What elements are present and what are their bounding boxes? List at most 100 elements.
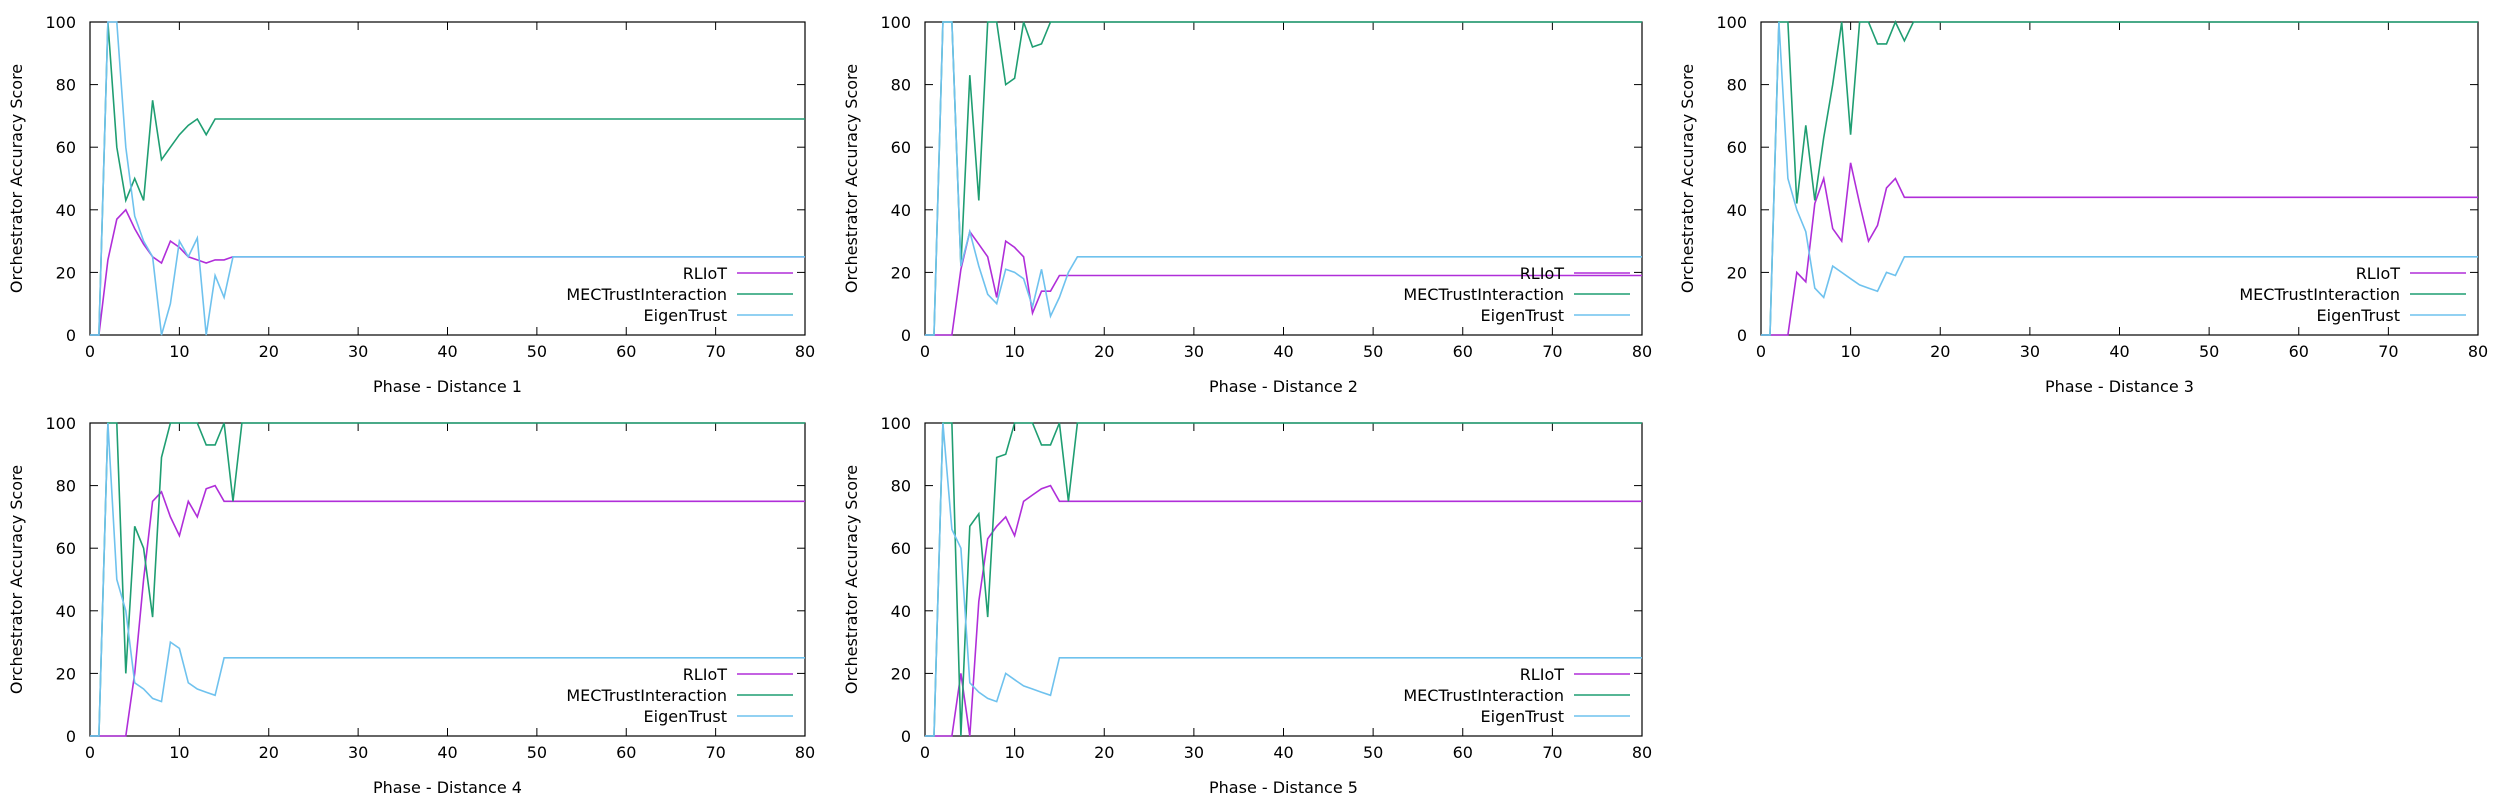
legend-label: MECTrustInteraction <box>1403 686 1564 705</box>
x-tick-label: 50 <box>1363 342 1383 361</box>
series-line-MECTrustInteraction <box>925 422 1642 737</box>
y-tick-label: 100 <box>45 13 76 32</box>
chart-panel-5: 0 10 20 30 40 50 60 70 80 0 20 40 60 80 100 Phase - Dis… <box>842 414 1652 797</box>
series-line-EigenTrust <box>90 422 805 737</box>
x-tick-label: 30 <box>2020 342 2040 361</box>
series-line-RLIoT <box>925 484 1642 737</box>
y-tick-label: 40 <box>891 602 911 621</box>
x-tick-label: 10 <box>169 342 189 361</box>
y-tick-label: 20 <box>1727 263 1747 282</box>
series-line-MECTrustInteraction <box>90 422 805 737</box>
legend-label: EigenTrust <box>644 306 727 325</box>
legend-label: MECTrustInteraction <box>2239 285 2400 304</box>
legend-label: MECTrustInteraction <box>566 686 727 705</box>
y-axis-title: Orchestrator Accuracy Score <box>842 465 861 694</box>
x-tick-label: 0 <box>1756 342 1766 361</box>
x-tick-label: 10 <box>1840 342 1860 361</box>
chart-panel-1: 0 10 20 30 40 50 60 70 80 0 20 40 60 80 100 Phase - Dis… <box>7 13 815 396</box>
y-tick-label: 60 <box>56 138 76 157</box>
series-line-RLIoT <box>90 208 805 336</box>
legend-label: RLIoT <box>683 665 728 684</box>
chart-panel-2: 0 10 20 30 40 50 60 70 80 0 20 40 60 80 100 Phase - Dis… <box>842 13 1652 396</box>
x-tick-label: 70 <box>2378 342 2398 361</box>
chart-panel-4: 0 10 20 30 40 50 60 70 80 0 20 40 60 80 100 Phase - Dis… <box>7 414 815 797</box>
y-tick-label: 60 <box>56 539 76 558</box>
y-tick-label: 0 <box>901 727 911 746</box>
x-tick-label: 80 <box>1632 342 1652 361</box>
x-axis-title: Phase - Distance 2 <box>1209 377 1358 396</box>
y-axis-title: Orchestrator Accuracy Score <box>842 64 861 293</box>
y-tick-label: 60 <box>891 138 911 157</box>
series-line-MECTrustInteraction <box>90 21 805 336</box>
y-tick-label: 0 <box>1737 326 1747 345</box>
y-tick-label: 40 <box>56 201 76 220</box>
legend-label: EigenTrust <box>1481 707 1564 726</box>
x-tick-label: 60 <box>616 342 636 361</box>
x-tick-label: 50 <box>1363 743 1383 762</box>
x-tick-label: 10 <box>169 743 189 762</box>
legend-label: RLIoT <box>1520 264 1565 283</box>
series-line-EigenTrust <box>925 21 1642 336</box>
y-tick-label: 20 <box>891 664 911 683</box>
x-tick-label: 30 <box>1184 743 1204 762</box>
x-tick-label: 40 <box>437 342 457 361</box>
y-tick-label: 40 <box>56 602 76 621</box>
y-tick-label: 20 <box>56 664 76 683</box>
x-tick-label: 10 <box>1004 743 1024 762</box>
x-tick-label: 20 <box>1930 342 1950 361</box>
x-tick-label: 70 <box>705 342 725 361</box>
legend-label: RLIoT <box>1520 665 1565 684</box>
y-tick-label: 80 <box>1727 76 1747 95</box>
legend-label: EigenTrust <box>2317 306 2400 325</box>
y-axis-title: Orchestrator Accuracy Score <box>7 465 26 694</box>
x-tick-label: 40 <box>1273 342 1293 361</box>
x-tick-label: 10 <box>1004 342 1024 361</box>
x-tick-label: 0 <box>920 342 930 361</box>
y-tick-label: 0 <box>901 326 911 345</box>
series-line-RLIoT <box>1761 162 2478 336</box>
x-tick-label: 20 <box>259 743 279 762</box>
x-tick-label: 20 <box>259 342 279 361</box>
y-tick-label: 20 <box>891 263 911 282</box>
x-axis-title: Phase - Distance 3 <box>2045 377 2194 396</box>
x-tick-label: 70 <box>705 743 725 762</box>
x-tick-label: 80 <box>795 342 815 361</box>
x-tick-label: 60 <box>1453 342 1473 361</box>
series-line-RLIoT <box>925 229 1642 336</box>
y-tick-label: 0 <box>66 326 76 345</box>
x-tick-label: 40 <box>2109 342 2129 361</box>
x-tick-label: 80 <box>795 743 815 762</box>
x-tick-label: 80 <box>1632 743 1652 762</box>
series-line-RLIoT <box>90 484 805 737</box>
chart-panel-3: 0 10 20 30 40 50 60 70 80 0 20 40 60 80 100 Phase - Dis… <box>1678 13 2488 396</box>
y-tick-label: 80 <box>56 76 76 95</box>
legend-label: RLIoT <box>683 264 728 283</box>
y-tick-label: 20 <box>56 263 76 282</box>
series-line-EigenTrust <box>925 422 1642 737</box>
series-line-EigenTrust <box>1761 21 2478 336</box>
y-tick-label: 40 <box>891 201 911 220</box>
series-line-MECTrustInteraction <box>1761 20 2478 336</box>
legend-label: RLIoT <box>2356 264 2401 283</box>
x-tick-label: 70 <box>1542 342 1562 361</box>
x-tick-label: 60 <box>616 743 636 762</box>
y-tick-label: 60 <box>891 539 911 558</box>
x-tick-label: 60 <box>1453 743 1473 762</box>
legend-label: EigenTrust <box>1481 306 1564 325</box>
x-axis-title: Phase - Distance 5 <box>1209 778 1358 797</box>
legend-label: EigenTrust <box>644 707 727 726</box>
legend-label: MECTrustInteraction <box>1403 285 1564 304</box>
x-tick-label: 50 <box>527 342 547 361</box>
x-tick-label: 30 <box>1184 342 1204 361</box>
x-axis-title: Phase - Distance 1 <box>373 377 522 396</box>
x-tick-label: 20 <box>1094 342 1114 361</box>
y-tick-label: 80 <box>56 477 76 496</box>
y-axis-title: Orchestrator Accuracy Score <box>1678 64 1697 293</box>
y-tick-label: 0 <box>66 727 76 746</box>
x-axis-title: Phase - Distance 4 <box>373 778 522 797</box>
series-line-EigenTrust <box>90 21 805 336</box>
y-tick-label: 100 <box>45 414 76 433</box>
x-tick-label: 80 <box>2468 342 2488 361</box>
legend-label: MECTrustInteraction <box>566 285 727 304</box>
